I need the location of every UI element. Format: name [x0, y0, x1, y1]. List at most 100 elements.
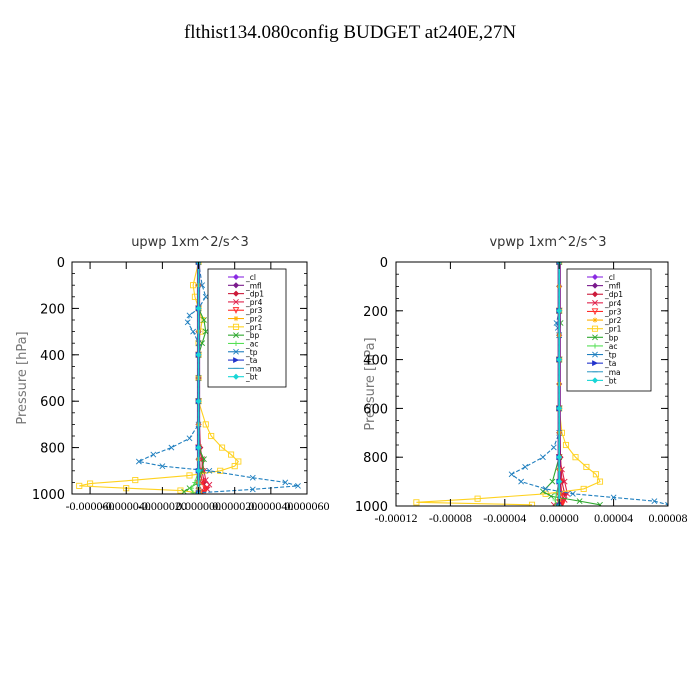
x-tick-label: -0.00008	[429, 511, 472, 525]
legend-item-dp1: _dp1	[587, 290, 623, 299]
series-bp-point	[549, 478, 556, 485]
legend-item-ac: _ac	[228, 339, 258, 348]
legend-item-tp: _tp	[587, 351, 617, 360]
series-tp-line	[510, 262, 668, 506]
legend-label: _cl	[604, 273, 615, 282]
series-bp-point	[201, 456, 207, 463]
legend-label: _ma	[604, 368, 621, 377]
legend-label: _bt	[604, 376, 617, 385]
legend-label: _pr3	[245, 306, 263, 315]
legend-item-bt: _bt	[587, 376, 617, 385]
series-bp-point	[548, 493, 554, 500]
series-pr1-point	[228, 451, 235, 458]
series-ac-point	[188, 485, 194, 491]
series-bp-point	[202, 328, 209, 335]
legend-marker	[591, 308, 599, 316]
panel-title: vpwp 1xm^2/s^3	[489, 235, 606, 250]
legend-label: _ac	[604, 342, 617, 351]
legend-label: _dp1	[245, 290, 264, 299]
legend-item-cl: _cl	[228, 273, 256, 282]
legend-item-bp: _bp	[228, 331, 260, 340]
series-pr1-point	[202, 421, 209, 428]
legend-item-cl: _cl	[587, 273, 615, 282]
legend-label: _tp	[245, 348, 258, 357]
y-tick-label: 600	[363, 402, 388, 417]
series-pr1-point	[218, 444, 226, 451]
legend-marker	[233, 348, 239, 355]
legend-label: _pr2	[245, 315, 263, 324]
legend-marker	[232, 323, 240, 330]
legend-item-pr2: _pr2	[587, 316, 622, 325]
series-tp-point	[190, 328, 197, 335]
legend-label: _ac	[245, 339, 258, 348]
series-bp-point	[181, 488, 187, 494]
x-tick-label: 0.00000	[540, 511, 579, 525]
x-tick-label: 0.000000	[176, 499, 221, 513]
x-tick-label: 0.00008	[649, 511, 688, 525]
legend-label: _bp	[245, 331, 260, 340]
legend-marker	[233, 315, 239, 322]
series-tp-point	[610, 494, 617, 501]
x-tick-label: -0.000040	[102, 499, 151, 513]
panel-2: vpwp 1xm^2/s^3 Pressure [hPa] 0 200 400 600 80…	[355, 235, 688, 525]
series-bt-point	[556, 356, 563, 363]
series-tp-point	[206, 467, 213, 474]
legend-item-ta: _ta	[228, 356, 257, 365]
series-pr1-point	[562, 441, 570, 449]
series-tp-point	[186, 435, 193, 442]
legend-marker	[592, 317, 598, 323]
legend-marker	[591, 282, 599, 289]
legend-marker	[232, 373, 240, 380]
series-bt-point	[556, 405, 563, 412]
legend-marker	[592, 343, 598, 349]
legend-item-ta: _ta	[587, 359, 616, 368]
series-tp-point	[569, 490, 576, 497]
series-pr1-point	[528, 501, 536, 506]
x-tick-label: 0.00004	[594, 511, 633, 525]
y-tick-label: 1000	[32, 488, 65, 503]
series-bt-point	[195, 444, 202, 451]
legend-marker	[591, 325, 599, 332]
legend-marker	[591, 273, 599, 281]
panel-1: upwp 1xm^2/s^3 Pressure [hPa] 0 200 400 600 80…	[15, 235, 330, 513]
legend-marker	[591, 291, 599, 298]
legend-label: _pr1	[604, 325, 622, 334]
legend-label: _cl	[245, 273, 256, 282]
series-pr1-point	[572, 454, 579, 461]
legend-item-ma: _ma	[228, 364, 262, 373]
y-axis-label: Pressure [hPa]	[363, 337, 378, 430]
series-pr1-point	[87, 480, 94, 487]
legend-item-mfl: _mfl	[228, 281, 262, 290]
series-tp-point	[665, 501, 668, 506]
legend-label: _tp	[604, 351, 617, 360]
legend-item-ac: _ac	[587, 342, 617, 351]
x-tick-label: -0.000020	[138, 499, 187, 513]
series-tp-point	[539, 454, 546, 461]
legend-marker	[233, 357, 240, 364]
series-ac-point	[190, 490, 196, 494]
y-tick-label: 200	[40, 302, 65, 317]
series-tp-point	[159, 463, 166, 470]
panel-title: upwp 1xm^2/s^3	[131, 235, 249, 250]
y-tick-label: 800	[363, 451, 388, 466]
legend-marker	[232, 307, 240, 314]
series-bp-point	[576, 498, 583, 505]
series-tp-point	[202, 293, 209, 300]
series-pr1-point	[208, 432, 215, 440]
legend-item-pr2: _pr2	[228, 315, 263, 324]
y-tick-label: 800	[40, 442, 65, 457]
series-tp-point	[150, 451, 157, 458]
series-pr1-point	[132, 477, 139, 484]
x-tick-label: 0.000060	[285, 499, 330, 513]
x-tick-label: -0.000060	[66, 499, 115, 513]
legend-label: _pr3	[604, 307, 622, 316]
legend-marker	[233, 299, 239, 305]
legend-label: _mfl	[604, 282, 621, 291]
y-tick-label: 400	[40, 349, 65, 364]
legend-label: _bt	[245, 373, 258, 382]
legend-marker	[232, 282, 240, 289]
series-tp-point	[168, 444, 175, 451]
series-bp-point	[201, 317, 207, 323]
series-bt-point	[195, 305, 202, 312]
series-tp-point	[508, 471, 515, 478]
